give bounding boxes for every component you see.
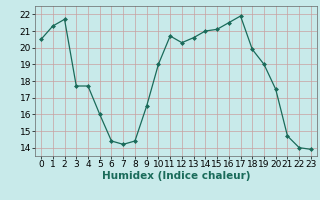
X-axis label: Humidex (Indice chaleur): Humidex (Indice chaleur) [102, 171, 250, 181]
